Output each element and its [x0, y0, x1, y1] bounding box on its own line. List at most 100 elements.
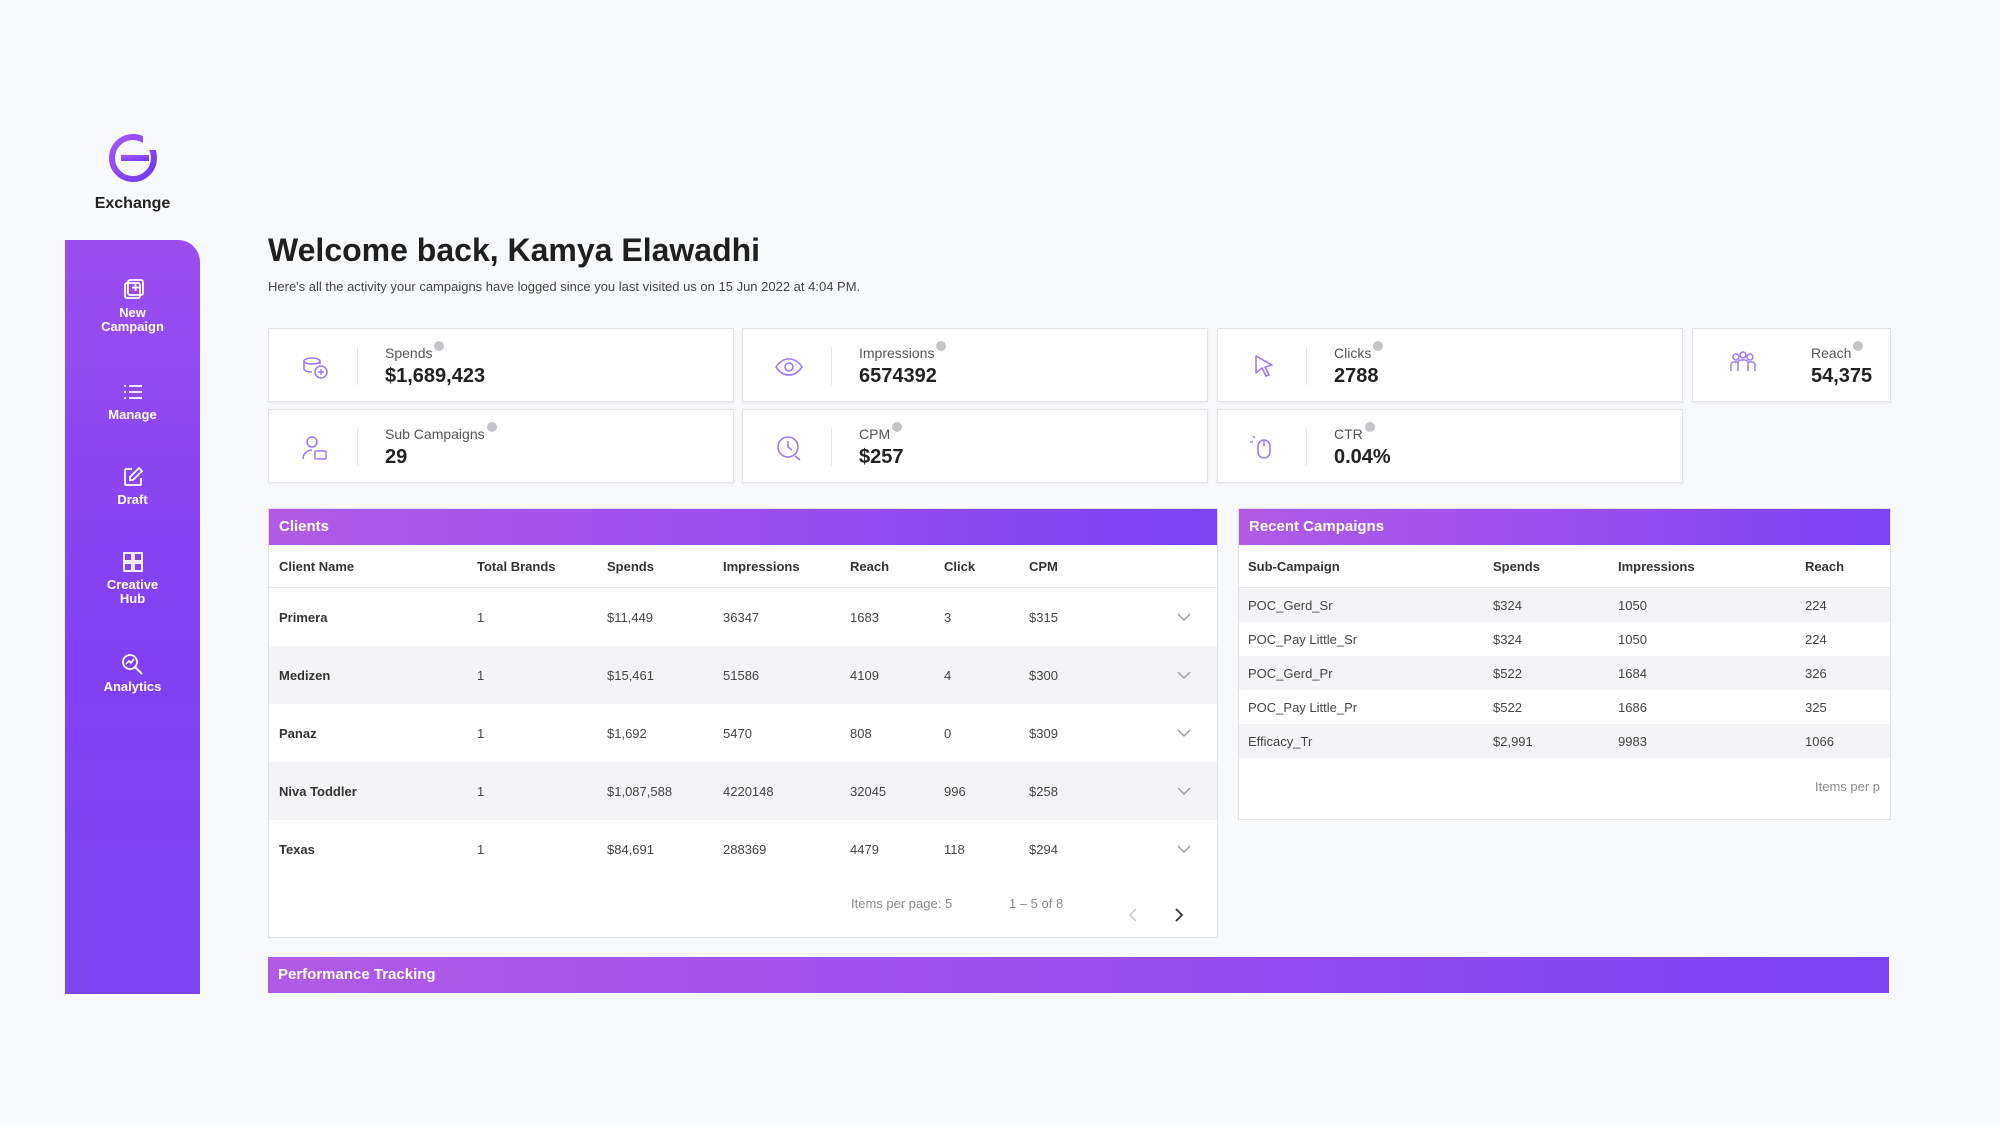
- table-row[interactable]: POC_Gerd_Pr $522 1684 326: [1239, 656, 1890, 690]
- performance-tracking-title[interactable]: Performance Tracking: [268, 957, 1889, 993]
- table-row[interactable]: Primera 1 $11,449 36347 1683 3 $315: [269, 588, 1217, 647]
- chevron-down-icon: [1177, 671, 1191, 679]
- table-cell: 325: [1805, 699, 1827, 715]
- stat-card-ctr: CTR 0.04%: [1217, 409, 1683, 483]
- stat-card-spends: Spends $1,689,423: [268, 328, 734, 402]
- table-row[interactable]: Niva Toddler 1 $1,087,588 4220148 32045 …: [269, 762, 1217, 820]
- nav-new-campaign[interactable]: New Campaign: [65, 278, 200, 334]
- column-header[interactable]: CPM: [1028, 545, 1175, 588]
- table-cell: $11,449: [607, 609, 654, 625]
- nav-analytics[interactable]: Analytics: [65, 652, 200, 694]
- table-cell: 32045: [849, 762, 943, 820]
- stat-value: $1,689,423: [385, 365, 486, 387]
- analytics-icon: [121, 654, 143, 675]
- stat-card-sub-campaigns: Sub Campaigns 29: [268, 409, 734, 483]
- table-cell: 1683: [850, 609, 879, 625]
- table-cell: $15,461: [606, 646, 722, 704]
- table-cell: $309: [1029, 725, 1058, 741]
- column-header[interactable]: Spends: [1492, 545, 1617, 588]
- info-icon[interactable]: [1853, 341, 1864, 351]
- clients-title: Clients: [269, 509, 1217, 545]
- column-header[interactable]: Sub-Campaign: [1239, 545, 1492, 588]
- expand-row-button[interactable]: [1175, 762, 1217, 820]
- table-row[interactable]: Panaz 1 $1,692 5470 808 0 $309: [269, 704, 1217, 762]
- stat-label: CTR: [1334, 426, 1363, 442]
- stat-value: 29: [385, 446, 408, 468]
- table-cell: 808: [850, 725, 872, 741]
- table-cell: $324: [1493, 631, 1522, 647]
- nav-manage[interactable]: Manage: [65, 380, 200, 422]
- table-cell: 4: [943, 646, 1028, 704]
- table-cell: 1: [477, 609, 485, 625]
- chevron-down-icon: [1177, 845, 1191, 853]
- coins-icon: [303, 357, 328, 379]
- column-header[interactable]: Impressions: [722, 545, 849, 588]
- info-icon[interactable]: [434, 341, 445, 351]
- nav-label: Creative Hub: [106, 577, 159, 606]
- table-row[interactable]: POC_Pay Little_Pr $522 1686 325: [1239, 690, 1890, 724]
- user-campaign-icon: [302, 436, 327, 460]
- nav-draft[interactable]: Draft: [65, 465, 200, 507]
- info-icon[interactable]: [1373, 341, 1384, 351]
- nav-creative-hub[interactable]: Creative Hub: [65, 550, 200, 606]
- column-header[interactable]: Reach: [849, 545, 943, 588]
- stat-card-clicks: Clicks 2788: [1217, 328, 1683, 402]
- table-cell: 36347: [723, 609, 760, 625]
- table-row[interactable]: POC_Pay Little_Sr $324 1050 224: [1239, 622, 1890, 656]
- expand-row-button[interactable]: [1175, 588, 1217, 647]
- items-per-page[interactable]: Items per page: 5: [851, 896, 953, 911]
- eye-icon: [775, 358, 803, 376]
- table-cell: $522: [1492, 656, 1617, 690]
- client-name: Texas: [279, 841, 315, 857]
- column-header[interactable]: Client Name: [269, 545, 476, 588]
- page-range: 1 – 5 of 8: [1009, 896, 1064, 911]
- table-cell: 4479: [850, 841, 879, 857]
- table-cell: 1050: [1618, 631, 1647, 647]
- table-cell: $84,691: [607, 841, 654, 857]
- list-icon: [123, 385, 142, 399]
- stat-label: Spends: [385, 345, 433, 361]
- grid-icon: [122, 552, 143, 572]
- stat-label: Reach: [1811, 345, 1852, 361]
- table-row[interactable]: Medizen 1 $15,461 51586 4109 4 $300: [269, 646, 1217, 704]
- performance-tracking-panel: Performance Tracking: [268, 957, 1889, 993]
- info-icon[interactable]: [936, 341, 947, 351]
- items-per-page[interactable]: Items per p: [1815, 779, 1881, 794]
- column-header[interactable]: Reach: [1804, 545, 1890, 588]
- expand-row-button[interactable]: [1175, 820, 1217, 878]
- column-header[interactable]: Impressions: [1617, 545, 1804, 588]
- clock-icon: [777, 436, 801, 461]
- mouse-icon: [1250, 435, 1271, 459]
- table-cell: 1066: [1804, 724, 1890, 758]
- client-name: Niva Toddler: [269, 762, 476, 820]
- table-row[interactable]: Texas 1 $84,691 288369 4479 118 $294: [269, 820, 1217, 878]
- table-row[interactable]: POC_Gerd_Sr $324 1050 224: [1239, 587, 1890, 622]
- expand-row-button[interactable]: [1175, 704, 1217, 762]
- table-cell: 1050: [1617, 587, 1804, 622]
- clients-table: Client Name Total Brands Spends Impressi…: [269, 545, 1217, 878]
- table-cell: 288369: [723, 841, 767, 857]
- info-icon[interactable]: [1364, 422, 1375, 432]
- table-cell: POC_Pay Little_Pr: [1248, 699, 1358, 715]
- table-cell: 1: [477, 725, 485, 741]
- chevron-down-icon: [1177, 787, 1191, 795]
- info-icon[interactable]: [892, 422, 903, 432]
- stat-value: 2788: [1334, 365, 1379, 387]
- prev-page-icon[interactable]: [1127, 907, 1139, 923]
- table-cell: 1: [476, 646, 606, 704]
- column-header[interactable]: Total Brands: [476, 545, 606, 588]
- next-page-icon[interactable]: [1173, 907, 1185, 923]
- client-name: Primera: [279, 609, 328, 625]
- stat-value: 6574392: [859, 365, 937, 387]
- info-icon[interactable]: [486, 422, 497, 432]
- brand-name: Exchange: [94, 195, 171, 212]
- column-header[interactable]: Spends: [606, 545, 722, 588]
- column-header[interactable]: Click: [943, 545, 1028, 588]
- table-cell: $315: [1029, 609, 1058, 625]
- table-cell: 118: [944, 841, 965, 857]
- table-row[interactable]: Efficacy_Tr $2,991 9983 1066: [1239, 724, 1890, 758]
- brand-logo[interactable]: Exchange: [65, 128, 200, 213]
- expand-row-button[interactable]: [1175, 646, 1217, 704]
- table-cell: 326: [1804, 656, 1890, 690]
- stat-card-cpm: CPM $257: [742, 409, 1208, 483]
